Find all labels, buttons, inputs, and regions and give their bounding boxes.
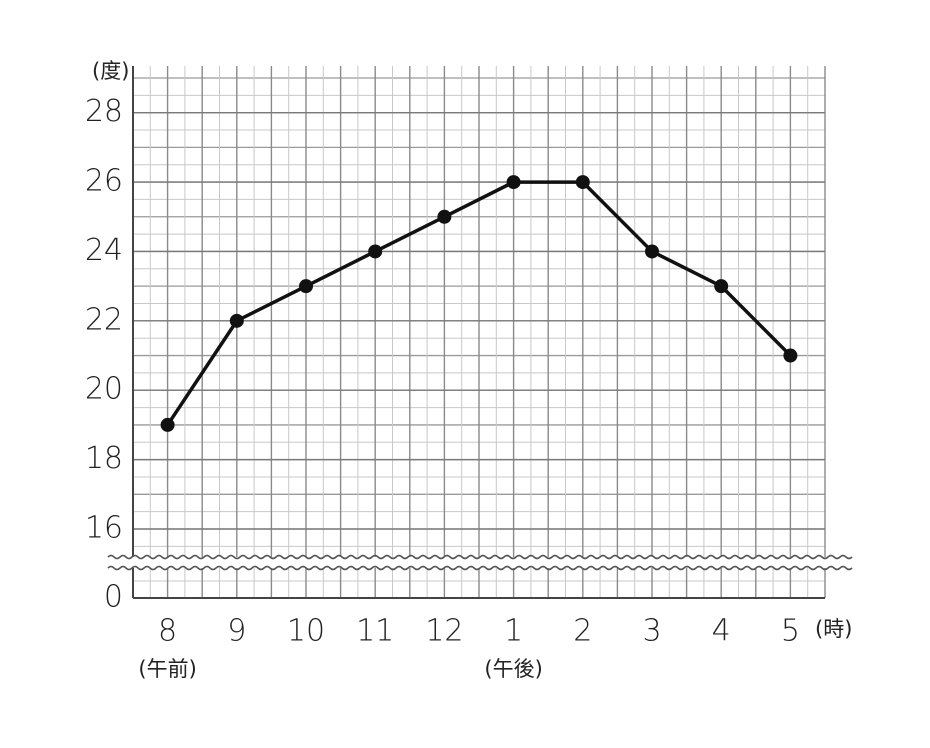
line bbox=[166, 180, 792, 426]
x-tick-label: 3 bbox=[642, 614, 661, 649]
x-tick-label: 4 bbox=[712, 614, 731, 649]
x-sublabel: (午前) bbox=[138, 657, 196, 681]
y-tick-label: 20 bbox=[85, 372, 123, 407]
point bbox=[506, 175, 521, 190]
y-tick-label: 24 bbox=[85, 233, 123, 268]
y-tick-label: 22 bbox=[85, 302, 123, 337]
x-sublabel: (午後) bbox=[484, 657, 542, 681]
y-tick-label: 28 bbox=[85, 94, 123, 129]
x-tick-label: 8 bbox=[158, 614, 177, 649]
axis-break bbox=[107, 565, 853, 571]
y-tick-label: 26 bbox=[85, 164, 123, 199]
y-tick-label: 0 bbox=[104, 580, 123, 615]
point bbox=[437, 209, 452, 224]
axis-break bbox=[107, 554, 853, 560]
axis-break-gap bbox=[105, 557, 845, 568]
point bbox=[783, 348, 798, 363]
x-unit: (時) bbox=[815, 617, 852, 641]
x-tick-label: 5 bbox=[781, 614, 800, 649]
x-tick-label: 11 bbox=[356, 614, 394, 649]
x-tick-label: 12 bbox=[425, 614, 463, 649]
y-tick-label: 18 bbox=[85, 441, 123, 476]
y-unit: (度) bbox=[92, 59, 129, 83]
point bbox=[299, 279, 313, 294]
x-tick-label: 10 bbox=[287, 614, 325, 649]
point bbox=[714, 279, 729, 294]
point bbox=[575, 175, 590, 190]
point bbox=[368, 244, 383, 259]
point bbox=[229, 313, 244, 328]
x-tick-label: 9 bbox=[227, 614, 246, 649]
x-tick-label: 2 bbox=[573, 614, 592, 649]
y-tick-label: 16 bbox=[85, 511, 123, 546]
point bbox=[645, 244, 659, 259]
point bbox=[160, 417, 175, 432]
x-tick-label: 1 bbox=[504, 614, 523, 649]
